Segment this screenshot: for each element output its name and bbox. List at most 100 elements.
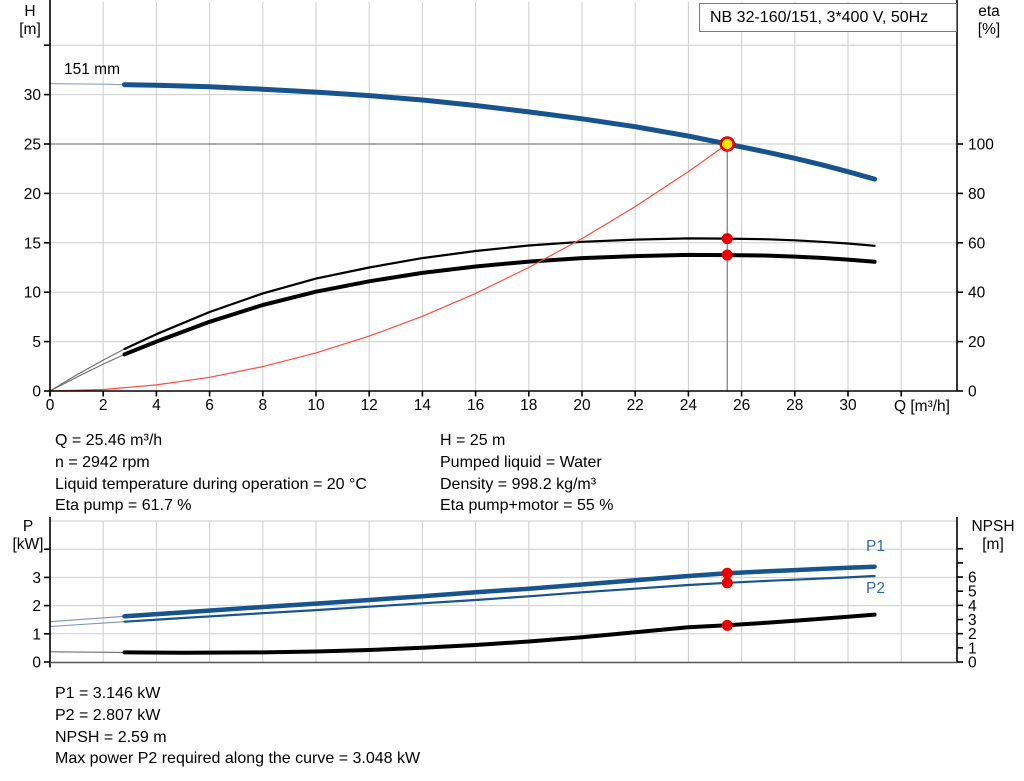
eta-axis-title-unit: [%] (977, 21, 1001, 38)
p1-curve-lead-in (49, 615, 125, 623)
npsh-curve (122, 612, 877, 655)
h-axis-title-symbol: H (24, 3, 36, 20)
tick-label: 3 (32, 570, 41, 587)
p2-series-label: P2 (866, 580, 885, 597)
tick-label: 8 (258, 397, 267, 414)
p2-curve-lead-in (49, 621, 125, 628)
eta-pump-motor-curve-lead-in (49, 353, 125, 392)
grid (50, 2, 957, 391)
tick-label: 100 (968, 137, 994, 154)
tick-label: 12 (361, 397, 378, 414)
tick-label: 15 (24, 235, 41, 252)
tick-label: 25 (24, 137, 41, 154)
tick-label: 0 (32, 655, 41, 672)
eta-pump-curve (123, 237, 876, 351)
tick-label: 4 (152, 397, 161, 414)
tick-label: 6 (968, 570, 977, 587)
npsh-axis-title-unit: [m] (982, 536, 1004, 553)
p1-series-label: P1 (866, 538, 885, 555)
npsh-curve-lead-in (49, 651, 125, 653)
pumped-liquid-value: Pumped liquid = Water (440, 453, 602, 471)
tick-label: 0 (968, 384, 977, 401)
tick-label: 40 (968, 285, 986, 302)
speed-value: n = 2942 rpm (55, 453, 150, 471)
tick-label: 18 (520, 397, 537, 414)
h-axis-title-unit: [m] (19, 21, 41, 38)
eta-pump-motor-curve (122, 252, 877, 357)
head-curve (122, 82, 878, 182)
tick-label: 2 (99, 397, 108, 414)
duty-point-marker[interactable] (719, 136, 736, 152)
tick-label: 10 (307, 397, 325, 414)
tick-label: 20 (24, 186, 42, 203)
tick-label: 1 (32, 626, 41, 643)
max-power-value: Max power P2 required along the curve = … (55, 750, 421, 768)
curve-title-box: NB 32-160/151, 3*400 V, 50Hz (699, 3, 957, 32)
impeller-diameter-label: 151 mm (64, 61, 120, 78)
duty-eta-pump-dot (721, 233, 733, 245)
operating-data-left: Q = 25.46 m³/h n = 2942 rpm Liquid tempe… (55, 430, 367, 517)
system-curve (49, 143, 728, 392)
tick-label: 30 (24, 87, 42, 104)
p1-value: P1 = 3.146 kW (55, 685, 161, 702)
tick-label: 28 (786, 397, 803, 414)
tick-label: 4 (968, 598, 977, 615)
duty-p2-dot (721, 577, 733, 589)
tick-label: 20 (968, 334, 986, 351)
p-axis-title: P [kW] (6, 518, 50, 554)
tick-label: 5 (968, 584, 977, 601)
flow-value: Q = 25.46 m³/h (55, 432, 163, 449)
tick-label: 3 (968, 612, 977, 629)
tick-label: 1 (968, 640, 977, 657)
tick-label: 16 (467, 397, 484, 414)
duty-eta-pump-motor-dot (721, 249, 733, 261)
eta-pump-curve-lead-in (49, 348, 125, 392)
npsh-axis-title-symbol: NPSH (971, 518, 1015, 535)
tick-label: 0 (968, 655, 977, 672)
tick-label: 2 (968, 626, 977, 643)
duty-npsh-dot (721, 619, 733, 631)
eta-pump-value: Eta pump = 61.7 % (55, 497, 192, 515)
tick-label: 10 (24, 285, 42, 302)
pump-type-label: NB 32-160/151, 3*400 V, 50Hz (710, 9, 929, 26)
head-value: H = 25 m (440, 432, 506, 449)
tick-label: 5 (32, 334, 41, 351)
h-axis-title: H [m] (10, 3, 50, 39)
p2-value: P2 = 2.807 kW (55, 706, 161, 724)
eta-axis-title: eta [%] (966, 3, 1012, 39)
tick-label: 22 (627, 397, 644, 414)
eta-pump-motor-value: Eta pump+motor = 55 % (440, 497, 614, 515)
head-curve-lead-in (49, 83, 125, 86)
p-axis-title-unit: [kW] (12, 536, 44, 553)
grid (50, 520, 957, 663)
tick-label: 6 (205, 397, 214, 414)
tick-label: 14 (414, 397, 432, 414)
tick-label: 24 (680, 397, 698, 414)
npsh-axis-title: NPSH [m] (964, 518, 1022, 554)
p-axis-title-symbol: P (22, 518, 34, 535)
p2-curve (123, 574, 876, 623)
tick-label: 60 (968, 235, 986, 252)
tick-label: 80 (968, 186, 986, 203)
density-value: Density = 998.2 kg/m³ (440, 475, 597, 493)
duty-p1-dot (721, 567, 733, 579)
power-data-block: P1 = 3.146 kW P2 = 2.807 kW NPSH = 2.59 … (55, 683, 420, 770)
tick-label: 20 (573, 397, 591, 414)
q-axis-title: Q [m³/h] (894, 398, 950, 415)
tick-label: 2 (32, 598, 41, 615)
p1-curve (122, 564, 877, 619)
npsh-value: NPSH = 2.59 m (55, 728, 167, 746)
liquid-temperature-value: Liquid temperature during operation = 20… (55, 475, 367, 493)
tick-label: 26 (733, 397, 750, 414)
tick-label: 0 (32, 384, 41, 401)
tick-label: 0 (46, 397, 55, 414)
eta-axis-title-symbol: eta (978, 3, 1000, 20)
tick-label: 30 (839, 397, 857, 414)
operating-data-right: H = 25 m Pumped liquid = Water Density =… (440, 430, 613, 517)
